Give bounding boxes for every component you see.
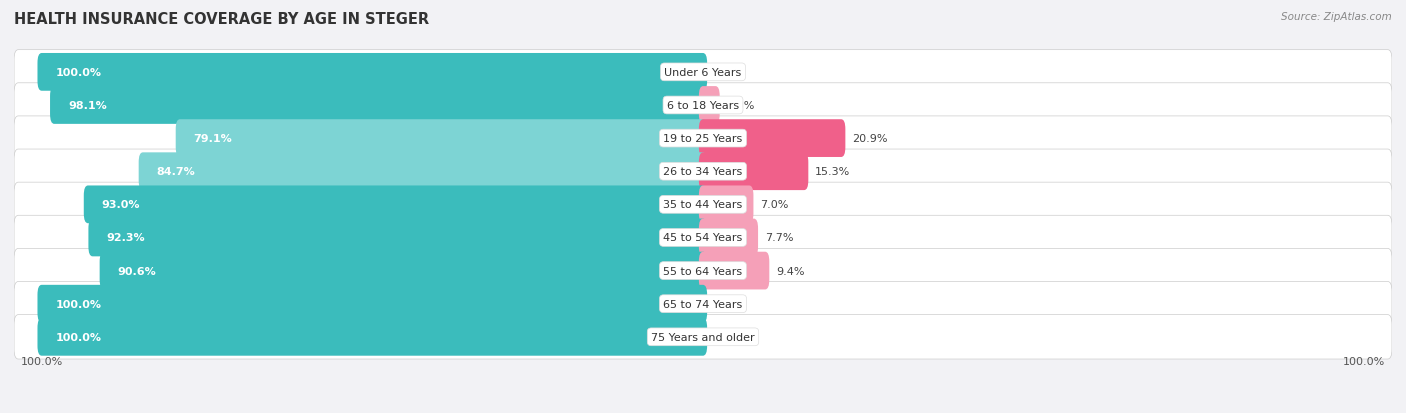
Text: 19 to 25 Years: 19 to 25 Years — [664, 134, 742, 144]
Text: 7.0%: 7.0% — [761, 200, 789, 210]
FancyBboxPatch shape — [14, 249, 1392, 293]
Text: 93.0%: 93.0% — [101, 200, 141, 210]
Text: 84.7%: 84.7% — [156, 167, 195, 177]
Text: 45 to 54 Years: 45 to 54 Years — [664, 233, 742, 243]
Text: 100.0%: 100.0% — [21, 356, 63, 366]
Text: 100.0%: 100.0% — [55, 68, 101, 78]
Text: 15.3%: 15.3% — [815, 167, 851, 177]
FancyBboxPatch shape — [84, 186, 707, 224]
Text: 9.4%: 9.4% — [776, 266, 804, 276]
FancyBboxPatch shape — [100, 252, 707, 290]
Text: 20.9%: 20.9% — [852, 134, 887, 144]
FancyBboxPatch shape — [699, 252, 769, 290]
Text: 100.0%: 100.0% — [1343, 356, 1385, 366]
Text: 55 to 64 Years: 55 to 64 Years — [664, 266, 742, 276]
FancyBboxPatch shape — [699, 87, 720, 125]
Text: 0.0%: 0.0% — [717, 299, 745, 309]
FancyBboxPatch shape — [699, 153, 808, 191]
Text: 6 to 18 Years: 6 to 18 Years — [666, 101, 740, 111]
Text: 35 to 44 Years: 35 to 44 Years — [664, 200, 742, 210]
FancyBboxPatch shape — [89, 219, 707, 257]
Text: 0.0%: 0.0% — [717, 332, 745, 342]
Text: Under 6 Years: Under 6 Years — [665, 68, 741, 78]
FancyBboxPatch shape — [699, 219, 758, 257]
FancyBboxPatch shape — [699, 120, 845, 158]
Text: 0.0%: 0.0% — [717, 68, 745, 78]
Text: 79.1%: 79.1% — [194, 134, 232, 144]
Text: 75 Years and older: 75 Years and older — [651, 332, 755, 342]
FancyBboxPatch shape — [38, 285, 707, 323]
Text: 90.6%: 90.6% — [118, 266, 156, 276]
FancyBboxPatch shape — [14, 150, 1392, 194]
Text: 98.1%: 98.1% — [67, 101, 107, 111]
Text: 1.9%: 1.9% — [727, 101, 755, 111]
FancyBboxPatch shape — [14, 116, 1392, 161]
Text: 7.7%: 7.7% — [765, 233, 793, 243]
Text: 100.0%: 100.0% — [55, 299, 101, 309]
FancyBboxPatch shape — [38, 318, 707, 356]
FancyBboxPatch shape — [139, 153, 707, 191]
FancyBboxPatch shape — [38, 54, 707, 92]
Text: 92.3%: 92.3% — [107, 233, 145, 243]
Text: Source: ZipAtlas.com: Source: ZipAtlas.com — [1281, 12, 1392, 22]
FancyBboxPatch shape — [699, 186, 754, 224]
FancyBboxPatch shape — [176, 120, 707, 158]
Text: 65 to 74 Years: 65 to 74 Years — [664, 299, 742, 309]
Text: 26 to 34 Years: 26 to 34 Years — [664, 167, 742, 177]
FancyBboxPatch shape — [14, 282, 1392, 326]
FancyBboxPatch shape — [14, 216, 1392, 260]
FancyBboxPatch shape — [51, 87, 707, 125]
Text: 100.0%: 100.0% — [55, 332, 101, 342]
FancyBboxPatch shape — [14, 315, 1392, 359]
FancyBboxPatch shape — [14, 183, 1392, 227]
Text: HEALTH INSURANCE COVERAGE BY AGE IN STEGER: HEALTH INSURANCE COVERAGE BY AGE IN STEG… — [14, 12, 429, 27]
FancyBboxPatch shape — [14, 50, 1392, 95]
FancyBboxPatch shape — [14, 83, 1392, 128]
